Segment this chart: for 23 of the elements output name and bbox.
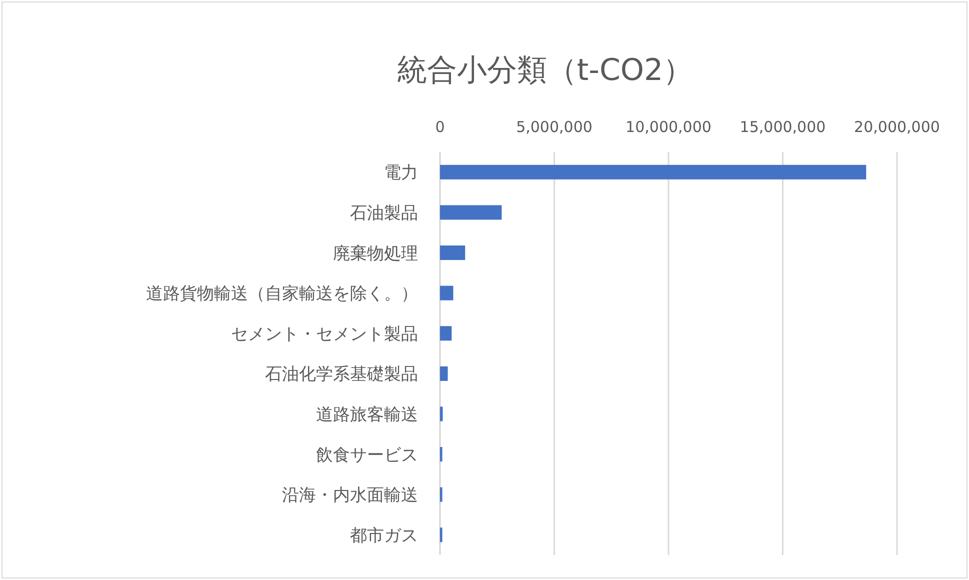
x-tick-label: 10,000,000 <box>626 118 712 136</box>
x-tick-label: 15,000,000 <box>740 118 826 136</box>
bar <box>440 164 866 180</box>
y-tick-label: 都市ガス <box>350 526 418 546</box>
y-tick-label: 道路旅客輸送 <box>316 404 418 425</box>
x-tick-label: 20,000,000 <box>854 118 940 136</box>
y-tick-label: 石油化学系基礎製品 <box>265 364 418 385</box>
bar <box>440 205 502 220</box>
y-tick-label: 電力 <box>384 163 418 184</box>
bar <box>440 245 466 260</box>
x-tick-label: 5,000,000 <box>516 118 592 136</box>
bar <box>440 366 448 381</box>
y-tick-label: 石油製品 <box>350 203 418 224</box>
x-tick-label: 0 <box>435 118 445 136</box>
bar <box>440 326 452 341</box>
y-tick-label: 道路貨物輸送（自家輸送を除く。） <box>146 284 418 304</box>
y-tick-label: 飲食サービス <box>316 445 418 466</box>
y-tick-label: 廃棄物処理 <box>333 244 418 264</box>
y-tick-label: 沿海・内水面輸送 <box>282 486 418 506</box>
y-tick-label: セメント・セメント製品 <box>231 324 418 344</box>
chart-title: 統合小分類（t-CO2） <box>396 53 694 88</box>
bar <box>440 406 443 422</box>
bar <box>440 286 454 300</box>
